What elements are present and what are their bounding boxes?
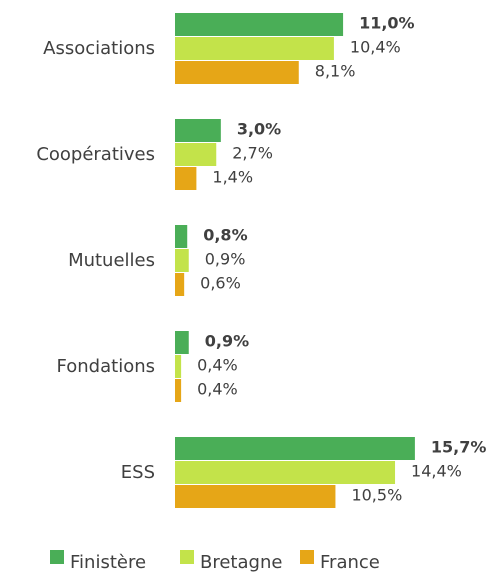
bar [175, 379, 182, 402]
category-label: Associations [43, 38, 155, 59]
value-label: 11,0% [359, 14, 415, 33]
bar [175, 437, 415, 460]
value-label: 0,4% [197, 380, 238, 399]
bar [175, 461, 396, 484]
legend-label: France [320, 552, 380, 573]
legend-label: Finistère [70, 552, 146, 573]
bar [175, 143, 217, 166]
legend-label: Bretagne [200, 552, 282, 573]
value-label: 2,7% [232, 144, 273, 163]
bar [175, 273, 185, 296]
legend-swatch [300, 550, 314, 564]
value-label: 8,1% [315, 62, 356, 81]
value-label: 10,5% [351, 486, 402, 505]
category-label: Mutuelles [68, 250, 155, 271]
value-label: 1,4% [212, 168, 253, 187]
bar [175, 37, 334, 60]
bar [175, 331, 189, 354]
category-label: Fondations [57, 356, 155, 377]
bar [175, 119, 221, 142]
value-label: 0,4% [197, 356, 238, 375]
bar [175, 485, 336, 508]
value-label: 10,4% [350, 38, 401, 57]
bar [175, 225, 188, 248]
value-label: 3,0% [237, 120, 281, 139]
bar [175, 61, 299, 84]
value-label: 0,9% [205, 250, 246, 269]
bar [175, 167, 197, 190]
category-label: ESS [121, 462, 155, 483]
category-label: Coopératives [36, 144, 155, 165]
value-label: 14,4% [411, 462, 462, 481]
legend-swatch [50, 550, 64, 564]
bar [175, 13, 344, 36]
value-label: 0,9% [205, 332, 249, 351]
value-label: 0,6% [200, 274, 241, 293]
bar [175, 355, 182, 378]
value-label: 0,8% [203, 226, 247, 245]
legend-swatch [180, 550, 194, 564]
bar [175, 249, 189, 272]
value-label: 15,7% [431, 438, 487, 457]
